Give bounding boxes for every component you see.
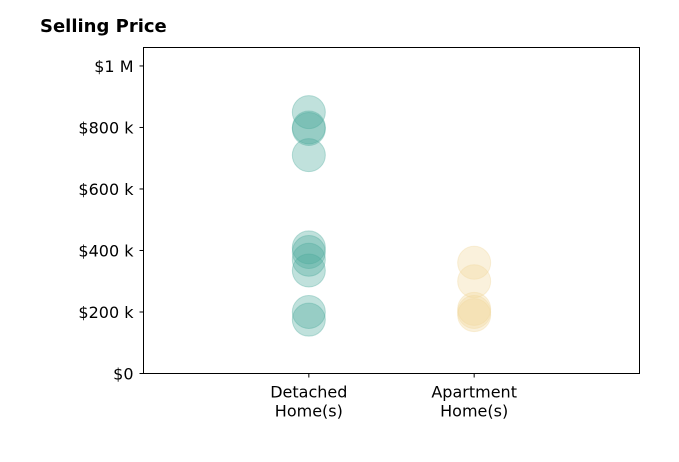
data-point: [457, 264, 492, 299]
x-tick-label: Apartment Home(s): [431, 383, 517, 421]
y-tick-label: $1 M: [94, 57, 133, 76]
x-tick-label: Detached Home(s): [270, 383, 347, 421]
y-tick-label: $600 k: [78, 180, 134, 199]
data-point: [457, 298, 492, 333]
data-point: [291, 230, 326, 265]
chart-title: Selling Price: [40, 16, 167, 37]
data-point: [291, 242, 326, 277]
data-point: [291, 110, 326, 145]
y-tick-label: $400 k: [78, 241, 134, 260]
data-point: [291, 95, 326, 130]
y-tick-label: $200 k: [78, 303, 134, 322]
data-point: [291, 302, 326, 337]
data-point: [457, 245, 492, 280]
y-tick-label: $800 k: [78, 118, 134, 137]
y-axis: $0 $200 k $400 k $600 k $800 k $1 M: [78, 57, 144, 384]
data-point: [291, 112, 326, 146]
data-point: [457, 291, 492, 326]
data-point: [291, 138, 326, 173]
data-point: [457, 294, 492, 329]
data-point: [291, 294, 326, 329]
data-points: [291, 95, 492, 337]
plot-frame: [143, 47, 640, 374]
y-tick-label: $0: [113, 365, 133, 384]
data-point: [291, 235, 326, 270]
data-point: [291, 253, 326, 288]
x-axis: Detached Home(s) Apartment Home(s): [270, 373, 517, 421]
